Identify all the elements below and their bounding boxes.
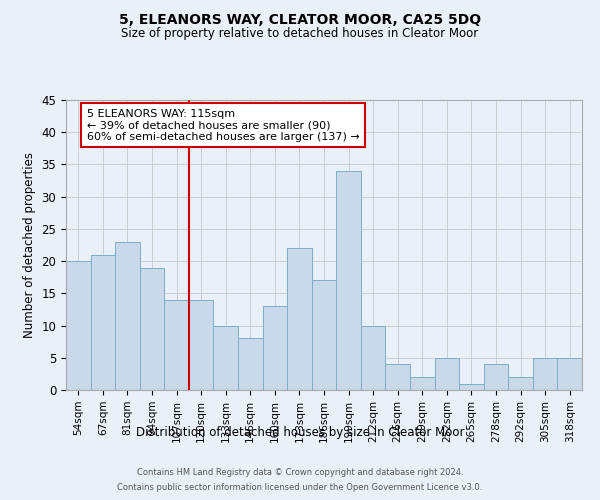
Text: Contains HM Land Registry data © Crown copyright and database right 2024.: Contains HM Land Registry data © Crown c… <box>137 468 463 477</box>
Bar <box>557 358 582 390</box>
Text: Size of property relative to detached houses in Cleator Moor: Size of property relative to detached ho… <box>121 28 479 40</box>
Bar <box>533 358 557 390</box>
Bar <box>189 300 214 390</box>
Bar <box>410 377 434 390</box>
Bar <box>312 280 336 390</box>
Bar <box>287 248 312 390</box>
Bar <box>459 384 484 390</box>
Y-axis label: Number of detached properties: Number of detached properties <box>23 152 36 338</box>
Text: 5, ELEANORS WAY, CLEATOR MOOR, CA25 5DQ: 5, ELEANORS WAY, CLEATOR MOOR, CA25 5DQ <box>119 12 481 26</box>
Bar <box>484 364 508 390</box>
Bar <box>508 377 533 390</box>
Text: 5 ELEANORS WAY: 115sqm
← 39% of detached houses are smaller (90)
60% of semi-det: 5 ELEANORS WAY: 115sqm ← 39% of detached… <box>86 108 359 142</box>
Text: Distribution of detached houses by size in Cleator Moor: Distribution of detached houses by size … <box>136 426 464 439</box>
Bar <box>115 242 140 390</box>
Bar <box>336 171 361 390</box>
Bar <box>238 338 263 390</box>
Bar <box>385 364 410 390</box>
Bar <box>434 358 459 390</box>
Bar <box>361 326 385 390</box>
Bar <box>66 261 91 390</box>
Bar <box>91 254 115 390</box>
Bar <box>214 326 238 390</box>
Bar <box>140 268 164 390</box>
Bar <box>263 306 287 390</box>
Text: Contains public sector information licensed under the Open Government Licence v3: Contains public sector information licen… <box>118 483 482 492</box>
Bar <box>164 300 189 390</box>
